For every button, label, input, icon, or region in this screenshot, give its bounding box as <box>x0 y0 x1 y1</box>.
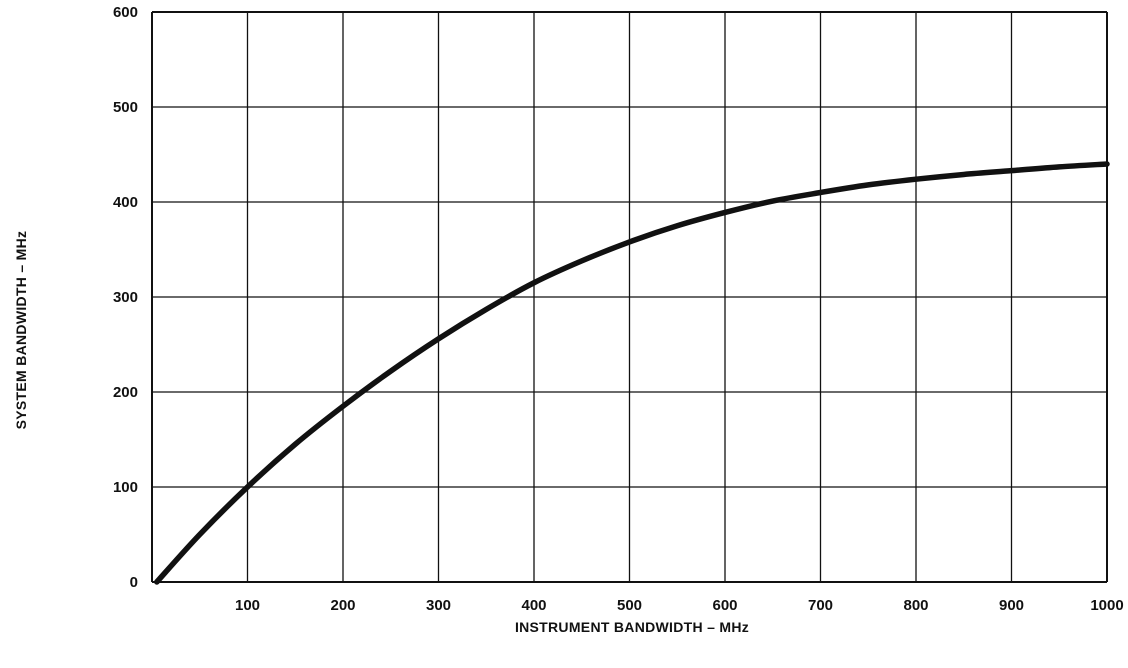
y-tick-label: 600 <box>113 4 138 21</box>
x-tick-label: 300 <box>426 597 451 614</box>
y-tick-label: 200 <box>113 384 138 401</box>
x-tick-label: 800 <box>903 597 928 614</box>
series-line <box>154 161 1110 585</box>
x-tick-label: 200 <box>330 597 355 614</box>
y-axis-title: SYSTEM BANDWIDTH – MHz <box>13 231 29 430</box>
x-tick-label: 400 <box>521 597 546 614</box>
x-tick-label: 500 <box>617 597 642 614</box>
x-tick-labels: 100 200 300 400 500 600 700 800 900 1000 <box>235 597 1124 614</box>
x-tick-label: 100 <box>235 597 260 614</box>
x-tick-label: 900 <box>999 597 1024 614</box>
x-axis-title: INSTRUMENT BANDWIDTH – MHz <box>515 619 749 635</box>
y-tick-label: 100 <box>113 479 138 496</box>
x-tick-label: 700 <box>808 597 833 614</box>
x-tick-label: 600 <box>712 597 737 614</box>
x-tick-label: 1000 <box>1090 597 1123 614</box>
y-tick-labels: 0 100 200 300 400 500 600 <box>113 4 138 591</box>
grid <box>151 11 1108 583</box>
series-layer <box>154 161 1110 585</box>
y-tick-label: 500 <box>113 99 138 116</box>
y-tick-label: 300 <box>113 289 138 306</box>
y-tick-label: 0 <box>130 574 138 591</box>
y-tick-label: 400 <box>113 194 138 211</box>
